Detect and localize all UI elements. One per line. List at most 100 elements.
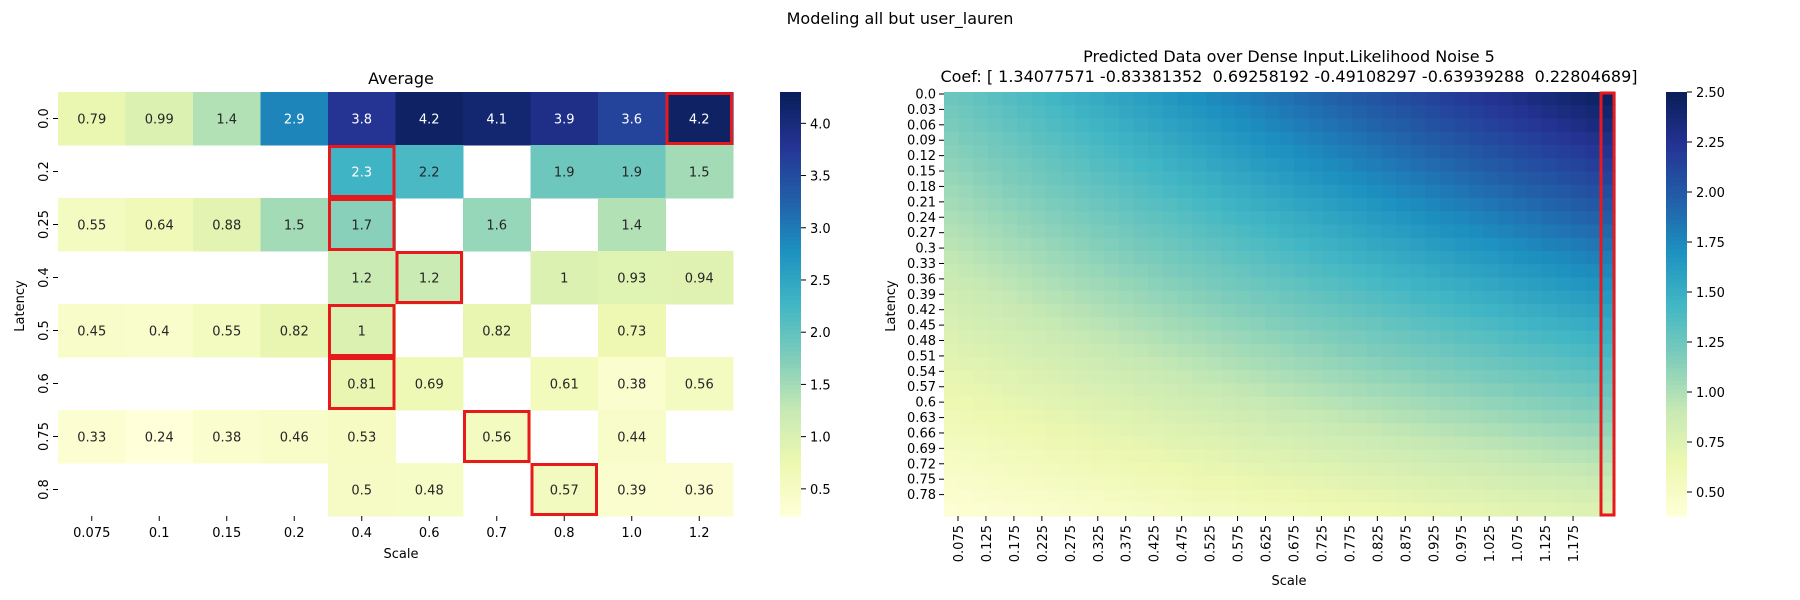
surface-cell xyxy=(1060,357,1076,371)
surface-cell xyxy=(944,184,960,199)
surface-cell xyxy=(973,317,989,332)
cell-value-label: 1.6 xyxy=(486,219,507,234)
colorbar-segment xyxy=(1666,202,1687,208)
surface-cell xyxy=(1046,264,1062,279)
surface-cell xyxy=(1527,251,1543,265)
y-tick-label: 0.45 xyxy=(907,319,936,334)
heatmap-cell xyxy=(665,145,734,199)
surface-cell xyxy=(1133,476,1149,491)
surface-cell xyxy=(1512,131,1529,146)
surface-cell xyxy=(1133,410,1149,424)
y-tick-label: 0.75 xyxy=(37,422,52,451)
surface-cell xyxy=(1367,317,1383,332)
heatmap-cell xyxy=(530,463,599,517)
surface-cell xyxy=(1075,251,1091,265)
surface-cell xyxy=(1162,343,1178,358)
surface-cell xyxy=(1016,489,1033,504)
colorbar-segment xyxy=(1666,198,1687,203)
surface-cell xyxy=(1060,171,1076,186)
surface-cell xyxy=(958,463,974,477)
surface-cell xyxy=(1367,423,1383,438)
surface-cell xyxy=(1483,251,1499,265)
surface-cell xyxy=(1191,396,1208,411)
surface-cell xyxy=(1367,436,1383,451)
surface-cell xyxy=(1498,184,1514,199)
surface-cell xyxy=(1425,502,1441,517)
surface-cell xyxy=(1308,463,1324,477)
x-tick-label: 1.0 xyxy=(621,526,642,541)
surface-cell xyxy=(1104,489,1120,504)
surface-cell xyxy=(1104,171,1120,186)
colorbar-segment xyxy=(1666,448,1687,453)
surface-cell xyxy=(1527,290,1543,305)
surface-cell xyxy=(1060,224,1076,239)
colorbar-segment xyxy=(1666,325,1687,331)
surface-cell xyxy=(1002,423,1018,438)
chart2-title-line2: Coef: [ 1.34077571 -0.83381352 0.6925819… xyxy=(940,67,1637,86)
surface-cell xyxy=(1060,277,1076,292)
surface-cell xyxy=(1264,396,1281,411)
surface-cell xyxy=(1191,423,1208,438)
surface-cell xyxy=(1469,343,1485,358)
surface-cell xyxy=(1148,211,1164,226)
surface-cell xyxy=(1337,224,1354,239)
surface-cell xyxy=(1089,502,1106,517)
surface-cell xyxy=(1381,118,1397,133)
surface-cell xyxy=(1556,251,1572,265)
surface-cell xyxy=(1046,184,1062,199)
surface-cell xyxy=(1308,145,1324,159)
colorbar-segment xyxy=(780,96,801,102)
surface-cell xyxy=(1439,92,1456,106)
surface-cell xyxy=(1410,92,1426,106)
surface-cell xyxy=(973,145,989,159)
surface-cell xyxy=(1542,290,1558,305)
surface-cell xyxy=(1250,92,1266,106)
colorbar-segment xyxy=(1666,337,1687,343)
surface-cell xyxy=(1002,251,1018,265)
surface-cell xyxy=(1410,131,1426,146)
surface-cell xyxy=(1469,449,1485,464)
surface-cell xyxy=(1527,502,1543,517)
surface-cell xyxy=(1585,198,1602,212)
colorbar-segment xyxy=(780,426,801,432)
surface-cell xyxy=(1308,357,1324,371)
colorbar-segment xyxy=(1666,354,1687,360)
surface-cell xyxy=(1367,330,1383,345)
surface-cell xyxy=(1454,383,1470,398)
surface-cell xyxy=(1600,264,1616,279)
surface-cell xyxy=(1410,211,1426,226)
surface-cell xyxy=(1527,463,1543,477)
surface-cell xyxy=(1162,463,1178,477)
surface-cell xyxy=(1527,171,1543,186)
surface-cell xyxy=(1352,396,1368,411)
surface-cell xyxy=(1002,449,1018,464)
surface-cell xyxy=(1323,290,1339,305)
surface-cell xyxy=(1571,423,1587,438)
colorbar-segment xyxy=(1666,248,1687,254)
surface-cell xyxy=(1439,158,1456,173)
surface-cell xyxy=(1585,476,1602,491)
surface-cell xyxy=(1133,224,1149,239)
cell-value-label: 4.2 xyxy=(419,113,440,128)
y-tick-label: 0.69 xyxy=(907,442,936,457)
surface-cell xyxy=(1221,105,1237,120)
surface-cell xyxy=(1600,198,1616,212)
surface-cell xyxy=(1221,502,1237,517)
surface-cell xyxy=(1221,410,1237,424)
surface-cell xyxy=(1352,449,1368,464)
surface-cell xyxy=(1542,410,1558,424)
colorbar-segment xyxy=(780,206,801,212)
surface-cell xyxy=(1191,264,1208,279)
surface-cell xyxy=(1002,131,1018,146)
surface-cell xyxy=(1104,449,1120,464)
surface-cell xyxy=(1279,184,1295,199)
surface-cell xyxy=(1600,436,1616,451)
surface-cell xyxy=(1206,463,1222,477)
surface-cell xyxy=(1250,476,1266,491)
cell-value-label: 1.7 xyxy=(351,219,372,234)
colorbar-tick-label: 0.50 xyxy=(1696,486,1725,501)
surface-cell xyxy=(1002,317,1018,332)
surface-cell xyxy=(1148,171,1164,186)
surface-cell xyxy=(1191,145,1208,159)
surface-cell xyxy=(1454,423,1470,438)
